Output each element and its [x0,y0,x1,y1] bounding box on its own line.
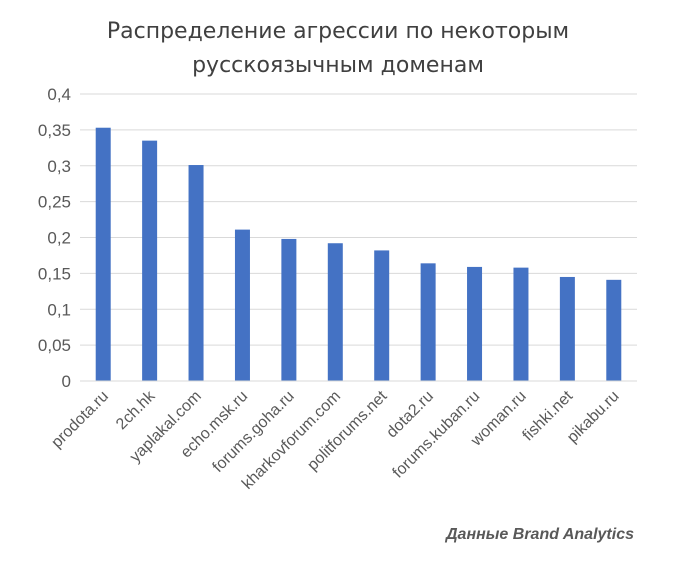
bar-yaplakal-com [188,165,204,381]
chart-title-line-1: Распределение агрессии по некоторым [107,19,569,44]
bar-kharkovforum-com [327,243,343,381]
x-category-label: prodota.ru [48,388,112,452]
y-tick-label: 0,05 [38,336,71,355]
bar-echo-msk-ru [234,229,250,381]
y-tick-label: 0,35 [38,121,71,140]
y-axis-tick-labels: 0 0,05 0,1 0,15 0,2 0,25 0,3 0,35 0,4 [38,85,71,391]
bar-2ch-hk [142,140,158,381]
x-axis-category-labels: prodota.ru 2ch.hkyaplakal.comecho.msk.ruf… [48,387,622,493]
bar-prodota-ru [95,127,111,381]
bar-fishki-net [559,276,575,381]
bar-forums-kuban-ru [467,266,483,381]
bars [95,127,622,381]
source-note: Данные Brand Analytics [444,526,634,543]
y-tick-label: 0,4 [47,85,71,104]
x-category-label: forums.kuban.ru [390,388,484,482]
x-category-label: forums.goha.ru [210,388,298,476]
y-tick-label: 0,2 [47,229,71,248]
x-category-label: 2ch.hk [113,387,159,433]
bar-woman-ru [513,267,529,381]
y-tick-label: 0,1 [47,300,71,319]
y-tick-label: 0,25 [38,193,71,212]
bar-dota2-ru [420,263,436,381]
y-tick-label: 0 [62,372,71,391]
y-tick-label: 0,15 [38,264,71,283]
bar-politforums-net [374,250,390,381]
chart-title-line-2: русскоязычным доменам [192,53,484,78]
gridlines [80,93,637,346]
bar-pikabu-ru [606,279,622,381]
y-tick-label: 0,3 [47,157,71,176]
x-category-label: politforums.net [304,387,391,474]
bar-forums-goha-ru [281,238,297,381]
chart-title: Распределение агрессии по некоторым русс… [107,19,569,78]
